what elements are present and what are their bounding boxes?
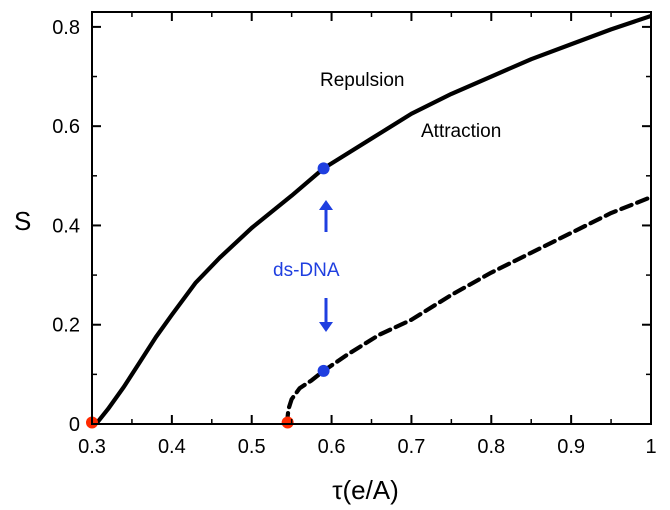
arrow-up-icon: [319, 200, 333, 232]
x-tick-label: 0.5: [238, 436, 266, 458]
y-tick-label: 0.2: [52, 315, 80, 337]
x-tick-label: 0.9: [557, 436, 585, 458]
axes: 0.3 0.4 0.5 0.6 0.7 0.8 0.9 1 0 0.2 0.4 0.6 0.8 τ(e/A…: [14, 11, 657, 505]
data-marks: [86, 162, 330, 429]
y-tick-label: 0.4: [52, 215, 80, 237]
x-tick-label: 1: [645, 436, 656, 458]
y-tick-label: 0.6: [52, 116, 80, 138]
data-marker-2: [281, 416, 294, 429]
x-axis-label: τ(e/A): [332, 475, 399, 505]
arrow-down-icon: [319, 298, 333, 332]
data-marker-4: [317, 364, 330, 377]
y-tick-label: 0.8: [52, 17, 80, 39]
plot-area: [93, 13, 651, 424]
x-tick-label: 0.4: [158, 436, 186, 458]
x-tick-label: 0.7: [398, 436, 426, 458]
annotation-attraction: Attraction: [421, 121, 501, 142]
x-tick-label: 0.6: [318, 436, 346, 458]
x-tick-label: 0.3: [78, 436, 106, 458]
data-marker-3: [317, 162, 330, 175]
annotation-ds-dna: ds-DNA: [273, 260, 340, 281]
x-tick-label: 0.8: [477, 436, 505, 458]
y-axis-label: S: [14, 206, 31, 236]
series-line-1-solid: [93, 13, 651, 424]
annotation-repulsion: Repulsion: [320, 70, 405, 91]
series-line-2-dashed: [284, 195, 651, 424]
y-tick-label: 0: [69, 414, 80, 436]
annotations: Repulsion Attraction ds-DNA: [273, 70, 501, 332]
